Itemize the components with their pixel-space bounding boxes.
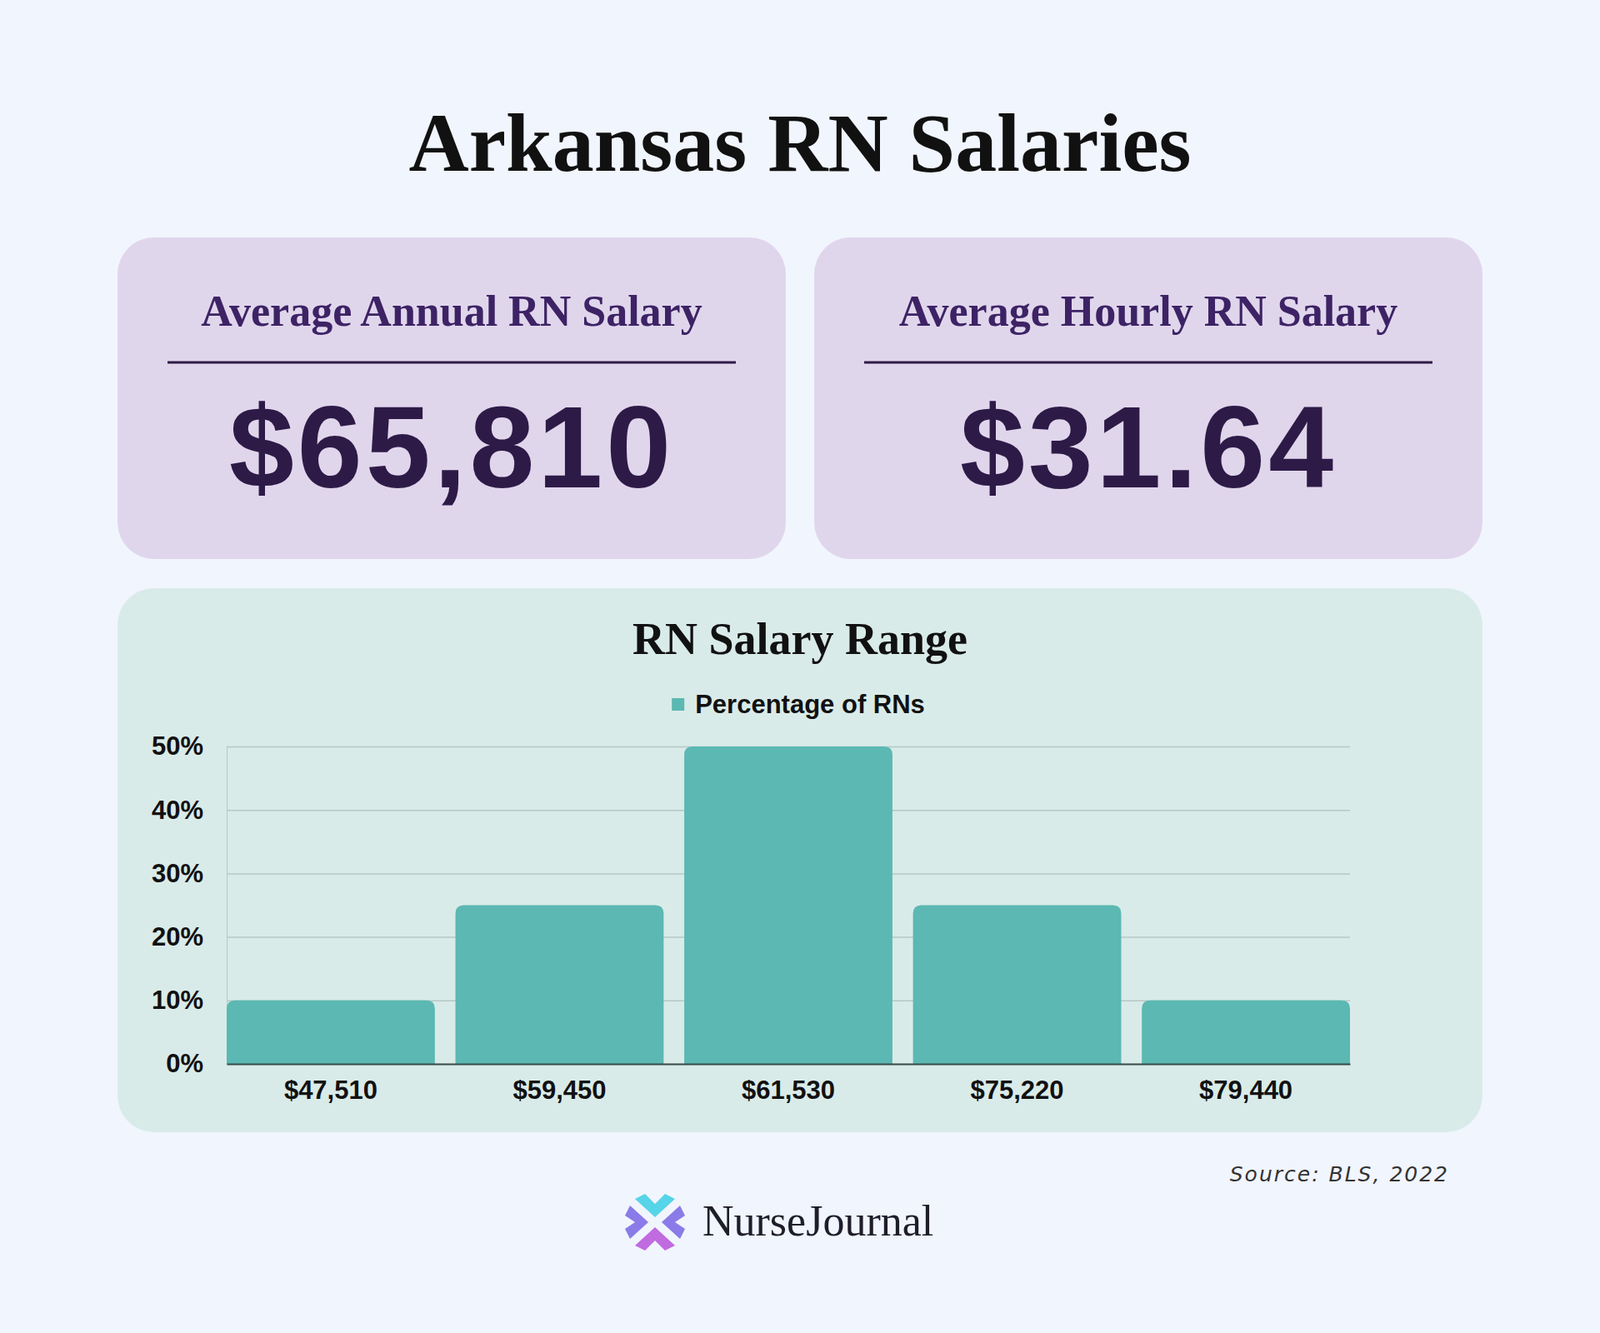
x-tick-label: $75,220	[970, 1075, 1065, 1105]
legend-swatch	[671, 698, 685, 711]
card-background	[117, 237, 786, 560]
y-tick-label: 40%	[151, 795, 204, 825]
card-value: $65,810	[229, 381, 675, 513]
x-tick-label: $59,450	[512, 1075, 606, 1105]
plot: 0% 10% 20% 30% 40% 50% $47,510 $59,450 $61,530 $7…	[151, 731, 1351, 1105]
legend: Percentage of RNs	[671, 690, 925, 720]
card-background	[814, 237, 1483, 560]
card-value: $31.64	[960, 381, 1337, 513]
background	[0, 0, 1600, 1333]
card-rule	[864, 361, 1433, 365]
bar	[226, 1000, 435, 1065]
chart-title: RN Salary Range	[632, 614, 968, 665]
grid-line	[226, 1064, 1350, 1066]
logo-top	[635, 1194, 675, 1218]
bar	[684, 746, 893, 1065]
bar	[455, 905, 665, 1065]
bars	[226, 746, 1350, 1065]
y-tick-label: 50%	[151, 731, 204, 761]
legend-label: Percentage of RNs	[695, 690, 925, 720]
logo-bottom	[635, 1227, 675, 1251]
x-tick: $47,510	[284, 1075, 378, 1105]
x-tick: $79,440	[1199, 1075, 1293, 1105]
chart-panel	[117, 588, 1483, 1133]
y-tick-label: 20%	[151, 922, 204, 952]
x-tick-label: $79,440	[1199, 1075, 1293, 1105]
bar	[1141, 1000, 1350, 1065]
brand-name: NurseJournal	[702, 1197, 934, 1245]
stat-card: Average Annual RN Salary $65,810	[117, 237, 786, 560]
x-tick: $59,450	[512, 1075, 606, 1105]
y-tick-label: 30%	[151, 859, 204, 889]
y-tick-label: 10%	[151, 985, 204, 1015]
bar	[913, 905, 1122, 1065]
source-note: Source: BLS, 2022	[1230, 1162, 1450, 1187]
y-axis: 0% 10% 20% 30% 40% 50%	[151, 731, 1350, 1079]
x-axis: $47,510 $59,450 $61,530 $75,220 $79,440	[227, 1065, 1351, 1106]
x-tick-label: $47,510	[284, 1075, 378, 1105]
infographic: Arkansas RN Salaries Average Annual RN Sa…	[0, 0, 1600, 1333]
brand-logo	[625, 1194, 685, 1251]
card-label: Average Annual RN Salary	[200, 287, 702, 335]
y-axis-line	[227, 747, 1351, 1065]
x-tick: $61,530	[741, 1075, 835, 1105]
page-title: Arkansas RN Salaries	[409, 96, 1192, 190]
x-tick: $75,220	[970, 1075, 1065, 1105]
x-axis-line	[227, 1064, 1351, 1066]
card-label: Average Hourly RN Salary	[899, 287, 1398, 335]
y-tick-label: 0%	[165, 1049, 204, 1079]
logo-right	[661, 1205, 685, 1240]
x-tick-label: $61,530	[741, 1075, 835, 1105]
stat-card: Average Hourly RN Salary $31.64	[814, 237, 1483, 560]
card-rule	[167, 361, 736, 365]
logo-left	[625, 1205, 649, 1240]
